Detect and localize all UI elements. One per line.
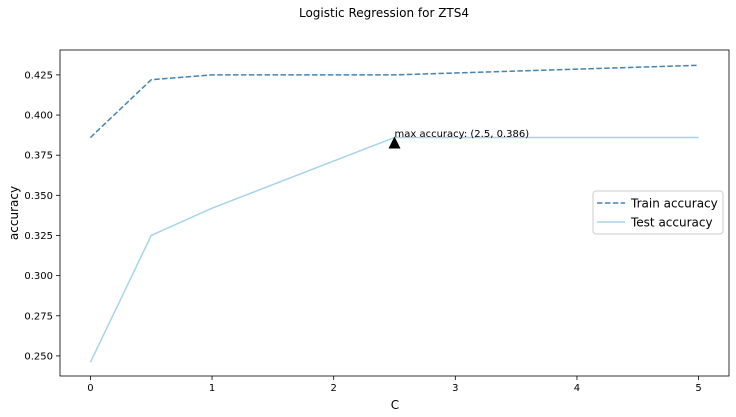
x-tick-label: 5 — [695, 383, 701, 394]
legend-box — [592, 190, 724, 235]
y-tick-label: 0.400 — [24, 111, 53, 122]
x-axis-label: C — [391, 398, 399, 412]
x-tick-label: 1 — [209, 383, 215, 394]
y-tick-label: 0.250 — [24, 351, 53, 362]
legend-label: Test accuracy — [630, 216, 713, 230]
plot-frame — [59, 49, 730, 377]
series-line-train — [89, 64, 699, 139]
legend: Train accuracy Test accuracy — [592, 190, 724, 235]
series-lines — [89, 64, 699, 363]
plot-area — [59, 49, 730, 377]
y-tick-label: 0.375 — [24, 151, 53, 162]
chart-title: Logistic Regression for ZTS4 — [299, 6, 469, 20]
y-tick-label: 0.275 — [24, 311, 53, 322]
y-tick-label: 0.300 — [24, 271, 53, 282]
x-tick-label: 4 — [574, 383, 580, 394]
series-line-test — [89, 136, 699, 363]
y-axis-label: accuracy — [7, 186, 21, 240]
y-tick-label: 0.350 — [24, 191, 53, 202]
y-axis: 0.250 0.275 0.300 0.325 0.350 0.375 0.400 0.425 — [24, 70, 60, 362]
x-tick-label: 3 — [452, 383, 458, 394]
x-axis: 0 1 2 3 4 5 — [87, 376, 702, 394]
y-tick-label: 0.425 — [24, 70, 53, 81]
x-tick-label: 0 — [87, 383, 93, 394]
legend-label: Train accuracy — [630, 197, 718, 211]
annotation: max accuracy: (2.5, 0.386) — [388, 129, 530, 149]
x-tick-label: 2 — [330, 383, 336, 394]
annotation-text: max accuracy: (2.5, 0.386) — [395, 129, 530, 140]
y-tick-label: 0.325 — [24, 231, 53, 242]
max-accuracy-marker — [388, 136, 401, 149]
